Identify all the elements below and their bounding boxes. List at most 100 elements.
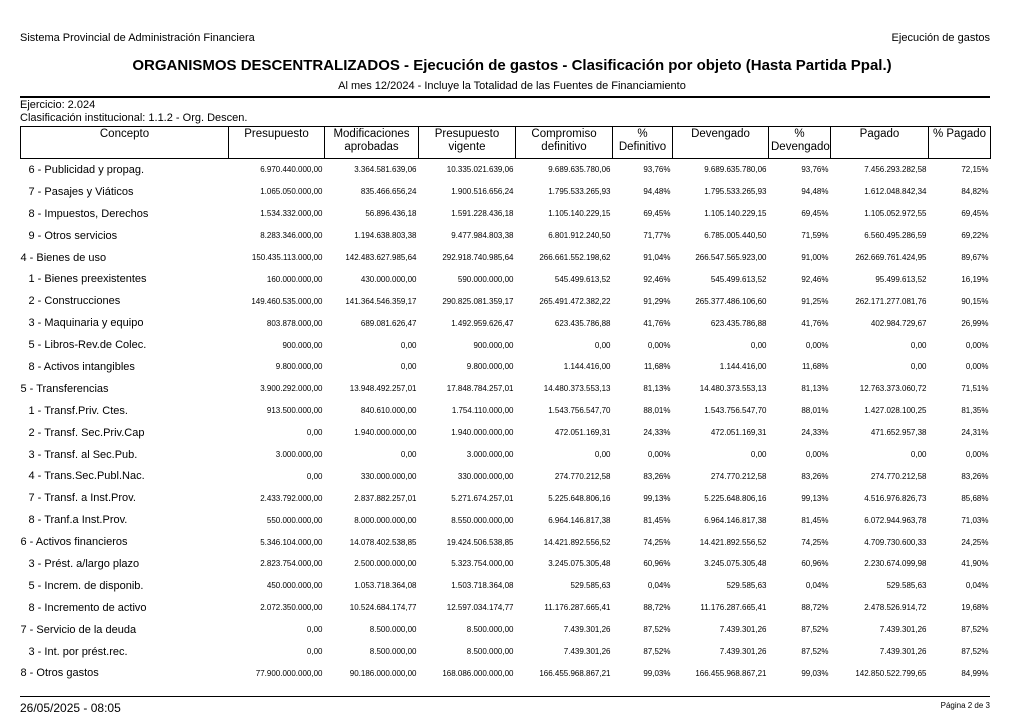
amount-cell: 2.433.792.000,00 — [260, 493, 323, 503]
table-row: 9 - Otros servicios 8.283.346.000,00 1.194… — [21, 225, 991, 247]
amount-cell: 1.940.000.000,00 — [451, 428, 514, 438]
concept-cell: 7 - Transf. a Inst.Prov. — [28, 492, 136, 505]
amount-cell: 99,03% — [801, 668, 829, 678]
concept-cell: 2 - Transf. Sec.Priv.Cap — [28, 426, 145, 439]
amount-cell: 1.900.516.656,24 — [451, 187, 514, 197]
amount-cell: 450.000.000,00 — [266, 581, 323, 591]
amount-cell: 8.283.346.000,00 — [260, 231, 323, 241]
amount-cell: 623.435.786,88 — [710, 318, 767, 328]
amount-cell: 1.940.000.000,00 — [354, 428, 417, 438]
amount-cell: 0,00 — [910, 450, 927, 460]
amount-cell: 87,52% — [643, 625, 671, 635]
column-header: Presupuesto vigente — [418, 126, 516, 159]
table-row: 3 - Transf. al Sec.Pub. 3.000.000,00 0,00 3… — [21, 444, 991, 466]
table-row: 8 - Impuestos, Derechos 1.534.332.000,00 5… — [21, 203, 991, 225]
amount-cell: 87,52% — [961, 647, 989, 657]
column-header: Devengado — [672, 126, 769, 159]
column-header: % Devengado — [768, 126, 831, 159]
amount-cell: 93,76% — [801, 165, 829, 175]
amount-cell: 3.245.075.305,48 — [548, 559, 611, 569]
amount-cell: 168.086.000.000,00 — [442, 668, 514, 678]
amount-cell: 71,77% — [643, 231, 671, 241]
amount-cell: 0,00% — [805, 340, 829, 350]
footer-divider — [20, 696, 990, 697]
amount-cell: 81,45% — [643, 515, 671, 525]
concept-cell: 3 - Prést. a/largo plazo — [28, 557, 140, 570]
page-number: Página 2 de 3 — [940, 701, 990, 710]
amount-cell: 8.550.000.000,00 — [451, 515, 514, 525]
amount-cell: 93,76% — [643, 165, 671, 175]
system-name: Sistema Provincial de Administración Fin… — [20, 32, 255, 44]
amount-cell: 0,00 — [306, 625, 323, 635]
amount-cell: 471.652.957,38 — [870, 428, 927, 438]
concept-cell: 8 - Impuestos, Derechos — [28, 207, 149, 220]
report-title: ORGANISMOS DESCENTRALIZADOS - Ejecución … — [132, 57, 892, 74]
amount-cell: 1.795.533.265,93 — [548, 187, 611, 197]
table-row: 4 - Trans.Sec.Publ.Nac. 0,00 330.000.000,0… — [21, 465, 991, 487]
amount-cell: 7.456.293.282,58 — [864, 165, 927, 175]
amount-cell: 1.105.140.229,15 — [704, 209, 767, 219]
amount-cell: 142.850.522.799,65 — [855, 668, 927, 678]
amount-cell: 0,00 — [400, 340, 417, 350]
amount-cell: 262.171.277.081,76 — [855, 296, 927, 306]
table-row: 3 - Int. por prést.rec. 0,00 8.500.000,00 8… — [21, 641, 991, 663]
amount-cell: 141.364.546.359,17 — [345, 296, 417, 306]
amount-cell: 623.435.786,88 — [554, 318, 611, 328]
amount-cell: 87,52% — [801, 625, 829, 635]
amount-cell: 3.364.581.639,06 — [354, 165, 417, 175]
amount-cell: 8.000.000.000,00 — [354, 515, 417, 525]
amount-cell: 2.500.000.000,00 — [354, 559, 417, 569]
amount-cell: 0,00 — [306, 471, 323, 481]
expense-table: Concepto Presupuesto Modificaciones aproba… — [20, 126, 991, 684]
amount-cell: 0,00% — [647, 340, 671, 350]
amount-cell: 12.597.034.174,77 — [446, 603, 514, 613]
concept-cell: 9 - Otros servicios — [28, 229, 118, 242]
amount-cell: 1.503.718.364,08 — [451, 581, 514, 591]
amount-cell: 87,52% — [801, 647, 829, 657]
amount-cell: 81,13% — [801, 384, 829, 394]
concept-cell: 1 - Transf.Priv. Ctes. — [28, 404, 128, 417]
amount-cell: 7.439.301,26 — [719, 647, 767, 657]
table-row: 1 - Transf.Priv. Ctes. 913.500.000,00 840.… — [21, 400, 991, 422]
amount-cell: 6.785.005.440,50 — [704, 231, 767, 241]
table-row: 7 - Servicio de la deuda 0,00 8.500.000,00… — [21, 619, 991, 641]
amount-cell: 14.480.373.553,13 — [543, 384, 611, 394]
table-row: 8 - Activos intangibles 9.800.000,00 0,00 9… — [21, 356, 991, 378]
amount-cell: 529.585,63 — [726, 581, 767, 591]
amount-cell: 1.105.052.972,55 — [864, 209, 927, 219]
amount-cell: 14.421.892.556,52 — [543, 537, 611, 547]
table-row: 3 - Prést. a/largo plazo 2.823.754.000,00… — [21, 553, 991, 575]
amount-cell: 14.078.402.538,85 — [349, 537, 417, 547]
amount-cell: 689.081.626,47 — [360, 318, 417, 328]
amount-cell: 88,72% — [801, 603, 829, 613]
amount-cell: 3.000.000,00 — [466, 450, 514, 460]
amount-cell: 8.500.000,00 — [369, 647, 417, 657]
concept-cell: 6 - Activos financieros — [20, 536, 128, 549]
amount-cell: 166.455.968.867,21 — [539, 668, 611, 678]
amount-cell: 9.689.635.780,06 — [704, 165, 767, 175]
amount-cell: 92,46% — [643, 274, 671, 284]
amount-cell: 90,15% — [961, 296, 989, 306]
amount-cell: 7.439.301,26 — [879, 647, 927, 657]
amount-cell: 0,00 — [306, 647, 323, 657]
amount-cell: 1.612.048.842,34 — [864, 187, 927, 197]
concept-cell: 3 - Maquinaria y equipo — [28, 317, 144, 330]
amount-cell: 0,04% — [805, 581, 829, 591]
amount-cell: 17.848.784.257,01 — [446, 384, 514, 394]
table-body: 6 - Publicidad y propag. 6.970.440.000,00… — [21, 159, 991, 685]
concept-cell: 5 - Increm. de disponib. — [28, 579, 144, 592]
amount-cell: 430.000.000,00 — [360, 274, 417, 284]
table-row: 6 - Publicidad y propag. 6.970.440.000,00… — [21, 159, 991, 181]
concept-cell: 8 - Activos intangibles — [28, 360, 135, 373]
amount-cell: 913.500.000,00 — [266, 406, 323, 416]
amount-cell: 13.948.492.257,01 — [349, 384, 417, 394]
amount-cell: 1.194.638.803,38 — [354, 231, 417, 241]
amount-cell: 545.499.613,52 — [710, 274, 767, 284]
amount-cell: 1.065.050.000,00 — [260, 187, 323, 197]
concept-cell: 2 - Construcciones — [28, 295, 121, 308]
amount-cell: 2.478.526.914,72 — [864, 603, 927, 613]
concept-cell: 5 - Transferencias — [20, 382, 109, 395]
amount-cell: 0,04% — [647, 581, 671, 591]
amount-cell: 7.439.301,26 — [719, 625, 767, 635]
amount-cell: 9.477.984.803,38 — [451, 231, 514, 241]
